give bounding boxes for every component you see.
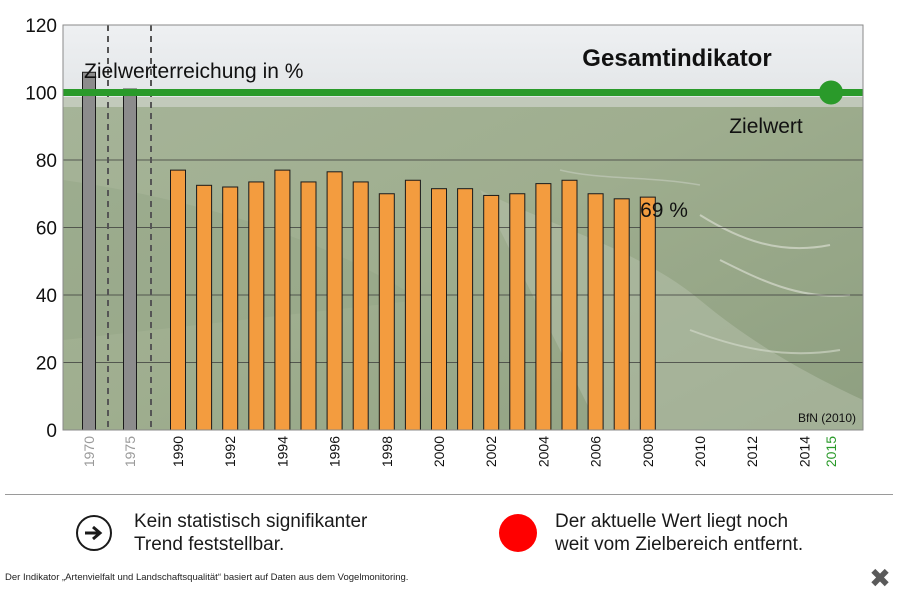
red-dot-icon xyxy=(499,514,537,552)
bar-2007 xyxy=(613,198,630,431)
bar-2003 xyxy=(509,193,526,431)
bar-1993 xyxy=(248,181,265,431)
x-tick-label: 1996 xyxy=(327,436,343,467)
y-tick-label: 100 xyxy=(25,84,57,105)
x-tick-label: 2014 xyxy=(796,436,812,467)
x-tick-label: 2002 xyxy=(483,436,499,467)
bar-1995 xyxy=(300,181,317,431)
bar-2004 xyxy=(535,183,552,431)
bar-1975 xyxy=(123,88,137,431)
y-tick-label: 20 xyxy=(36,354,57,375)
bar-1991 xyxy=(196,184,213,431)
bar-1970 xyxy=(82,71,96,431)
target-label: Zielwert xyxy=(729,115,803,138)
bar-2005 xyxy=(561,179,578,431)
x-tick-label: 1994 xyxy=(274,436,290,467)
footnote: Der Indikator „Artenvielfalt und Landsch… xyxy=(5,572,409,583)
value-annotation: 69 % xyxy=(640,199,688,222)
source-label: BfN (2010) xyxy=(798,411,856,425)
y-tick-label: 0 xyxy=(46,421,57,442)
bar-2006 xyxy=(587,193,604,431)
bar-1990 xyxy=(170,169,186,431)
chart: 0 20 40 60 80 100 120 1970 1975 1990 1992 1994 1996… xyxy=(25,16,864,467)
x-tick-label: 1975 xyxy=(122,436,138,467)
x-tick-label: 2012 xyxy=(744,436,760,467)
bar-1999 xyxy=(404,179,421,431)
x-axis-ticks: 1970 1975 1990 1992 1994 1996 1998 2000 2002 2004… xyxy=(81,436,839,467)
bar-1992 xyxy=(222,186,239,431)
x-tick-label: 2008 xyxy=(640,436,656,467)
chart-title: Gesamtindikator xyxy=(582,45,771,72)
x-tick-label: 2010 xyxy=(692,436,708,467)
bar-1996 xyxy=(326,171,343,431)
arrow-right-icon xyxy=(76,515,112,551)
bar-2002 xyxy=(483,194,500,431)
divider xyxy=(5,494,893,495)
x-tick-label: 2004 xyxy=(535,436,551,467)
bar-2001 xyxy=(457,188,474,431)
bar-1997 xyxy=(352,181,369,431)
x-tick-label: 1998 xyxy=(379,436,395,467)
plot-frame xyxy=(62,24,864,431)
x-tick-label: 1992 xyxy=(222,436,238,467)
target-line xyxy=(63,80,863,105)
x-tick-label: 2015 xyxy=(823,436,839,467)
y-axis-ticks: 0 20 40 60 80 100 120 xyxy=(25,16,57,442)
bars xyxy=(82,71,656,431)
legend-status: Der aktuelle Wert liegt noch weit vom Zi… xyxy=(499,510,803,556)
y-tick-label: 120 xyxy=(25,16,57,37)
target-marker xyxy=(819,80,843,105)
x-tick-label: 2000 xyxy=(431,436,447,467)
bar-1998 xyxy=(378,193,395,431)
y-tick-label: 80 xyxy=(36,151,57,172)
y-axis-title: Zielwerterreichung in % xyxy=(84,60,303,83)
legend-status-text: Der aktuelle Wert liegt noch weit vom Zi… xyxy=(555,511,804,555)
x-tick-label: 1990 xyxy=(170,436,186,467)
legend-trend-text: Kein statistisch signifikanter Trend fes… xyxy=(134,511,368,555)
close-button[interactable]: ✖ xyxy=(869,564,891,594)
y-tick-label: 60 xyxy=(36,219,57,240)
legend-trend: Kein statistisch signifikanter Trend fes… xyxy=(76,510,367,556)
bar-2000 xyxy=(431,188,447,431)
x-tick-label: 1970 xyxy=(81,436,97,467)
bar-1994 xyxy=(274,169,291,431)
x-tick-label: 2006 xyxy=(588,436,604,467)
y-tick-label: 40 xyxy=(36,286,57,307)
bar-2008 xyxy=(639,196,656,431)
